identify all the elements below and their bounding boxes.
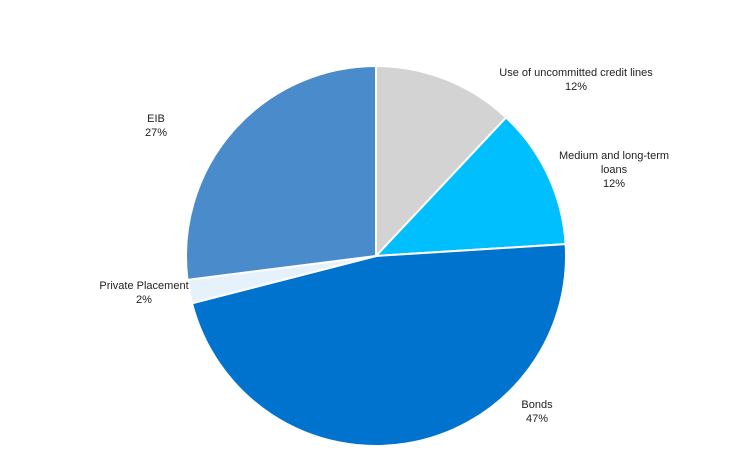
slice-label-2: Bonds 47% [521,399,553,425]
pie-slice-0 [375,64,508,259]
pie-slice-1 [373,116,567,258]
slice-percent-label: 27% [145,127,167,139]
slice-category-label: EIB [147,113,165,125]
slice-percent-label: 47% [526,413,548,425]
slice-label-1: Medium and long-term loans 12% [559,150,669,190]
slice-category-label: loans [601,164,628,176]
pie-slice-4 [185,64,377,281]
slice-category-label: Bonds [521,399,553,411]
slice-percent-label: 12% [603,178,625,190]
slice-category-label: Use of uncommitted credit lines [499,67,653,79]
slice-label-3: Private Placement 2% [99,280,188,306]
slice-percent-label: 12% [565,81,587,93]
slice-label-4: EIB 27% [145,113,167,139]
slice-category-label: Private Placement [99,280,188,292]
slice-category-label: Medium and long-term [559,150,669,162]
slice-percent-label: 2% [136,294,152,306]
slice-label-0: Use of uncommitted credit lines 12% [499,67,653,93]
pie-slice-2 [190,243,567,447]
